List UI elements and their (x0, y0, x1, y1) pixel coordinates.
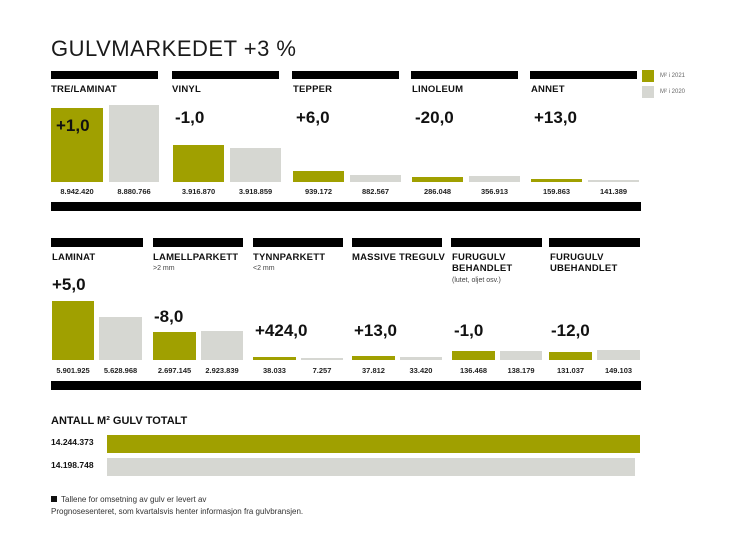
change-percent: -20,0 (415, 108, 454, 127)
value-2020: 8.880.766 (117, 187, 151, 196)
category-header-bar (411, 71, 518, 79)
bar-2021 (173, 145, 224, 182)
category-label: LINOLEUM (412, 84, 464, 95)
source-note-text1: Tallene for omsetning av gulv er levert … (61, 495, 207, 504)
bar-2021 (531, 179, 582, 182)
category-label-line1: FURUGULV (452, 252, 506, 263)
section-divider (51, 381, 641, 390)
category-header-bar (51, 71, 158, 79)
value-2021: 37.812 (362, 366, 385, 375)
change-percent: -1,0 (175, 108, 205, 127)
bar-2020 (301, 358, 343, 360)
category-sublabel: <2 mm (253, 265, 275, 272)
bar-2020 (230, 148, 281, 182)
value-2021: 286.048 (423, 187, 452, 196)
category-label-line1: FURUGULV (550, 252, 604, 263)
category-header-bar (51, 238, 143, 247)
bar-2020 (99, 317, 142, 360)
total-value-2021: 14.244.373 (51, 437, 94, 447)
total-bar-2020 (107, 458, 635, 476)
change-percent: +13,0 (354, 321, 398, 340)
value-2021: 5.901.925 (56, 366, 90, 375)
value-2021: 939.172 (304, 187, 333, 196)
category-header-bar (530, 71, 637, 79)
legend-swatch-2021 (642, 70, 654, 82)
change-percent: +13,0 (534, 108, 578, 127)
bar-2020 (500, 351, 542, 360)
bar-2020 (469, 176, 520, 182)
value-2020: 3.918.859 (238, 187, 273, 196)
value-2020: 138.179 (507, 366, 535, 375)
change-percent: -1,0 (454, 321, 484, 340)
bar-2021 (253, 357, 296, 360)
change-percent: +424,0 (255, 321, 308, 340)
bar-2020 (588, 180, 639, 182)
category-header-bar (253, 238, 343, 247)
category-label: LAMINAT (52, 252, 96, 263)
section-divider (51, 202, 641, 211)
change-percent: +1,0 (56, 116, 90, 135)
total-value-2020: 14.198.748 (51, 460, 94, 470)
total-bar-2021 (107, 435, 640, 453)
bar-2021 (52, 301, 94, 360)
bar-2021 (293, 171, 344, 182)
category-label-line2: BEHANDLET (452, 263, 513, 274)
value-2021: 2.697.145 (157, 366, 192, 375)
bar-2021 (452, 351, 495, 360)
category-label: MASSIVE TREGULV (352, 252, 446, 263)
value-2020: 149.103 (604, 366, 633, 375)
value-2020: 882.567 (361, 187, 390, 196)
value-2021: 38.033 (263, 366, 286, 375)
bar-2021 (549, 352, 592, 360)
value-2021: 131.037 (556, 366, 585, 375)
bar-2021 (153, 332, 196, 360)
category-label: TEPPER (293, 84, 333, 95)
page-title: GULVMARKEDET +3 % (51, 36, 297, 61)
category-header-bar (153, 238, 243, 247)
value-2021: 159.863 (542, 187, 571, 196)
value-2020: 356.913 (480, 187, 509, 196)
value-2020: 2.923.839 (205, 366, 239, 375)
category-sublabel: >2 mm (153, 265, 175, 272)
category-sublabel: (lutet, oljet osv.) (452, 277, 501, 284)
category-header-bar (292, 71, 399, 79)
change-percent: -12,0 (551, 321, 590, 340)
totals-title: ANTALL M² GULV TOTALT (51, 415, 188, 427)
value-2020: 141.389 (599, 187, 628, 196)
category-label: ANNET (531, 84, 565, 95)
legend-swatch-2020 (642, 86, 654, 98)
bar-2020 (350, 175, 401, 182)
bar-2021 (51, 108, 103, 182)
category-header-bar (451, 238, 542, 247)
bullet-square-icon (51, 496, 57, 502)
category-header-bar (172, 71, 279, 79)
bar-2020 (400, 357, 442, 360)
bar-2020 (201, 331, 243, 360)
category-header-bar (549, 238, 640, 247)
category-label: TRE/LAMINAT (51, 84, 117, 95)
category-label: TYNNPARKETT (253, 252, 326, 263)
change-percent: +5,0 (52, 275, 86, 294)
change-percent: +6,0 (296, 108, 330, 127)
category-label-line2: UBEHANDLET (550, 263, 618, 274)
category-label: VINYL (172, 84, 201, 95)
source-note-line2: Prognosesenteret, som kvartalsvis henter… (51, 507, 304, 516)
bar-2021 (352, 356, 395, 360)
value-2020: 5.628.968 (103, 366, 138, 375)
category-header-bar (352, 238, 442, 247)
value-2021: 136.468 (459, 366, 488, 375)
bar-2020 (109, 105, 159, 182)
source-note-line1: Tallene for omsetning av gulv er levert … (51, 495, 206, 504)
category-label: LAMELLPARKETT (153, 252, 239, 263)
value-2020: 33.420 (409, 366, 433, 375)
legend-label-2020: M² i 2020 (660, 89, 686, 95)
legend-label-2021: M² i 2021 (660, 73, 686, 79)
value-2021: 3.916.870 (181, 187, 216, 196)
bar-2020 (597, 350, 640, 360)
value-2021: 8.942.420 (60, 187, 94, 196)
value-2020: 7.257 (312, 366, 332, 375)
bar-2021 (412, 177, 463, 182)
change-percent: -8,0 (154, 307, 184, 326)
